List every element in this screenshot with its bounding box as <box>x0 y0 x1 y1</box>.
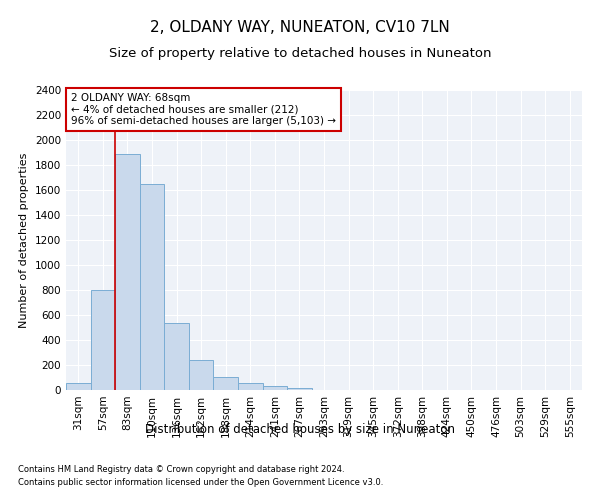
Text: Contains HM Land Registry data © Crown copyright and database right 2024.: Contains HM Land Registry data © Crown c… <box>18 466 344 474</box>
Y-axis label: Number of detached properties: Number of detached properties <box>19 152 29 328</box>
Bar <box>287 388 312 390</box>
Bar <box>91 290 115 390</box>
Bar <box>66 383 91 390</box>
Text: 2 OLDANY WAY: 68sqm
← 4% of detached houses are smaller (212)
96% of semi-detach: 2 OLDANY WAY: 68sqm ← 4% of detached hou… <box>71 93 336 126</box>
Text: Contains public sector information licensed under the Open Government Licence v3: Contains public sector information licen… <box>18 478 383 487</box>
Text: 2, OLDANY WAY, NUNEATON, CV10 7LN: 2, OLDANY WAY, NUNEATON, CV10 7LN <box>150 20 450 35</box>
Bar <box>115 154 140 390</box>
Bar <box>238 383 263 390</box>
Bar <box>189 360 214 390</box>
Bar <box>263 386 287 390</box>
Text: Distribution of detached houses by size in Nuneaton: Distribution of detached houses by size … <box>145 422 455 436</box>
Bar <box>140 184 164 390</box>
Bar <box>214 376 238 390</box>
Text: Size of property relative to detached houses in Nuneaton: Size of property relative to detached ho… <box>109 48 491 60</box>
Bar <box>164 323 189 390</box>
